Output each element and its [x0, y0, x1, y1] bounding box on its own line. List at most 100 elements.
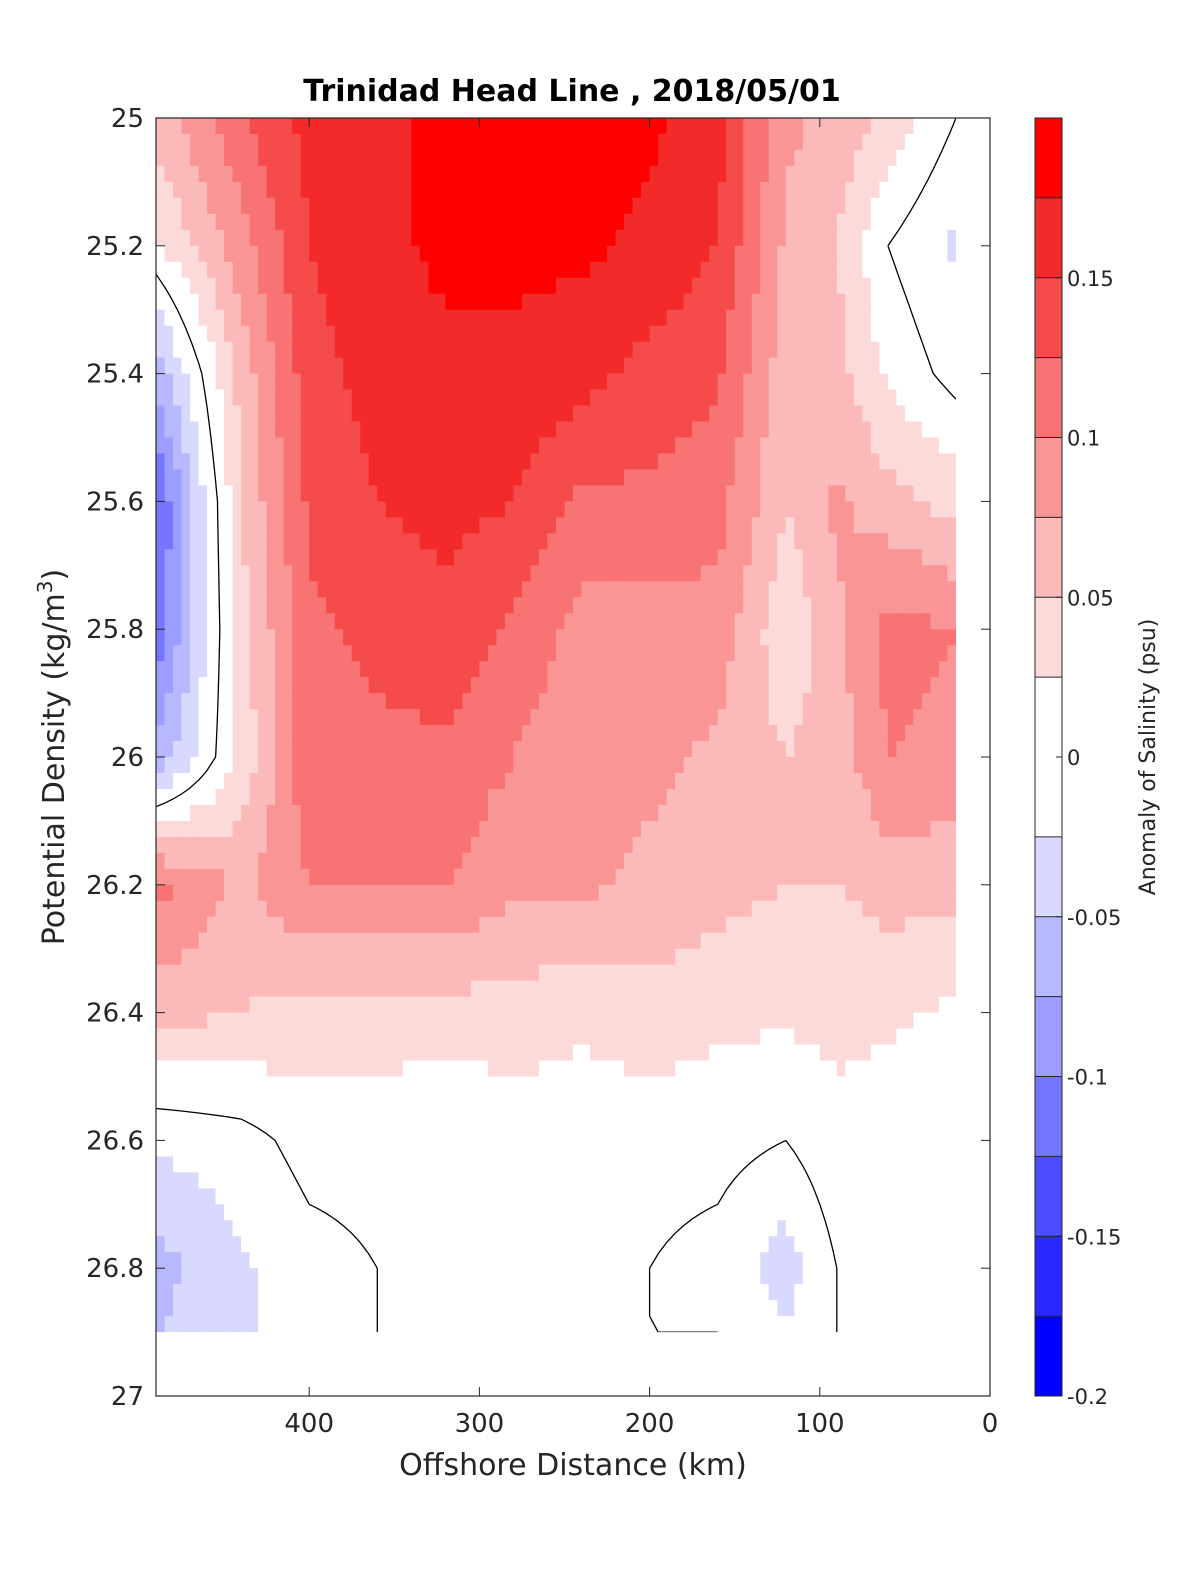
contour-cell [538, 389, 549, 407]
contour-cell [760, 357, 770, 375]
contour-cell [836, 772, 846, 790]
contour-cell [470, 597, 480, 614]
contour-cell [164, 293, 174, 311]
contour-cell [590, 836, 600, 854]
contour-cell [419, 725, 429, 742]
contour-cell [853, 757, 863, 774]
contour-cell [811, 709, 821, 726]
contour-cell [224, 916, 234, 934]
contour-cell [862, 118, 872, 135]
contour-cell [819, 629, 829, 646]
contour-cell [887, 900, 897, 918]
contour-cell [921, 932, 932, 950]
contour-cell [607, 629, 617, 646]
contour-cell [530, 693, 540, 710]
contour-cell [377, 709, 387, 726]
contour-cell [156, 916, 166, 934]
contour-cell [879, 948, 889, 966]
contour-cell [377, 453, 387, 471]
contour-cell [504, 661, 515, 678]
contour-cell [692, 517, 702, 534]
contour-cell [283, 836, 293, 854]
contour-cell [904, 517, 915, 534]
contour-cell [266, 613, 276, 630]
contour-cell [283, 693, 293, 710]
contour-cell [198, 325, 208, 343]
contour-cell [411, 741, 421, 758]
contour-cell [700, 693, 710, 710]
contour-cell [343, 325, 353, 343]
contour-cell [573, 245, 583, 263]
contour-cell [513, 309, 523, 327]
contour-cell [309, 757, 319, 774]
contour-cell [292, 245, 302, 263]
contour-cell [896, 165, 906, 183]
contour-cell [436, 517, 446, 534]
contour-cell [573, 788, 583, 806]
contour-cell [870, 677, 880, 694]
contour-cell [590, 165, 600, 183]
contour-cell [453, 836, 463, 854]
contour-cell [709, 549, 719, 566]
contour-cell [266, 916, 276, 934]
contour-cell [734, 709, 744, 726]
contour-cell [266, 277, 276, 295]
contour-cell [275, 309, 285, 327]
contour-cell [513, 629, 523, 646]
contour-cell [385, 421, 395, 439]
contour-cell [870, 405, 880, 423]
contour-cell [241, 501, 251, 518]
contour-cell [164, 405, 174, 423]
contour-cell [836, 357, 846, 375]
contour-cell [224, 245, 234, 263]
contour-cell [573, 549, 583, 566]
contour-cell [173, 852, 183, 870]
contour-cell [530, 741, 540, 758]
contour-cell [360, 661, 370, 678]
contour-cell [547, 916, 557, 934]
contour-cell [470, 261, 480, 279]
contour-cell [445, 389, 455, 407]
contour-cell [564, 501, 574, 518]
contour-cell [360, 421, 370, 439]
contour-cell [879, 501, 889, 518]
contour-cell [351, 501, 361, 518]
contour-cell [760, 788, 770, 806]
contour-cell [504, 597, 515, 614]
contour-cell [530, 613, 540, 630]
contour-cell [573, 197, 583, 215]
contour-cell [641, 453, 651, 471]
contour-cell [632, 469, 642, 487]
contour-cell [487, 565, 498, 582]
contour-cell [462, 277, 472, 295]
contour-cell [768, 421, 778, 439]
contour-cell [547, 852, 557, 870]
contour-cell [224, 868, 234, 886]
contour-cell [598, 772, 608, 790]
contour-cell [947, 725, 956, 742]
contour-cell [326, 149, 336, 167]
contour-cell [751, 357, 761, 375]
contour-cell [292, 693, 302, 710]
contour-cell [266, 645, 276, 662]
contour-cell [641, 916, 651, 934]
contour-cell [453, 245, 463, 263]
contour-cell [845, 533, 855, 550]
contour-cell [904, 549, 915, 566]
contour-cell [309, 181, 319, 199]
contour-cell [785, 133, 795, 151]
contour-cell [538, 118, 549, 135]
contour-cell [598, 725, 608, 742]
contour-cell [394, 357, 404, 375]
contour-cell [641, 213, 651, 231]
contour-cell [377, 389, 387, 407]
contour-cell [207, 389, 217, 407]
contour-cell [641, 693, 651, 710]
contour-cell [938, 693, 949, 710]
contour-cell [615, 852, 625, 870]
contour-cell [309, 693, 319, 710]
contour-cell [675, 693, 685, 710]
contour-cell [470, 357, 480, 375]
contour-cell [207, 341, 217, 359]
contour-cell [275, 181, 285, 199]
